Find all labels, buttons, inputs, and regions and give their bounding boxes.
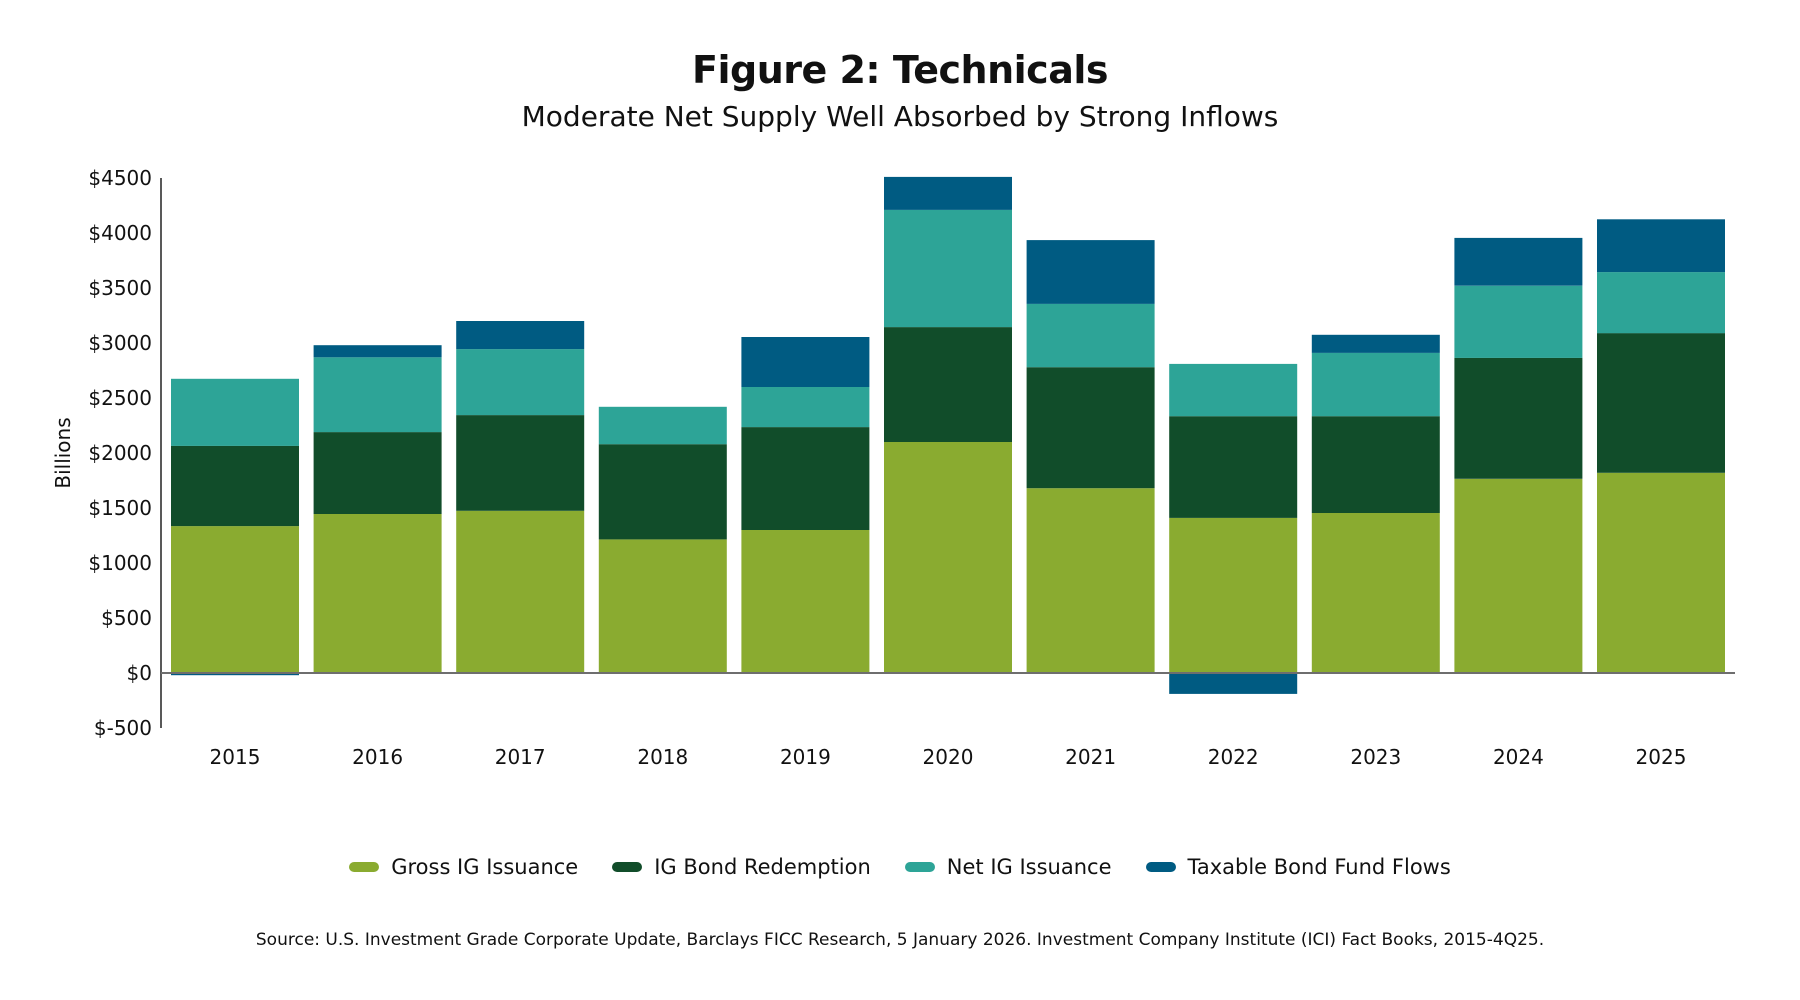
y-tick-labels: $-500 $0 $500 $1000 $1500 $2000 $2500 $3000 $350… [88,166,152,740]
bar-segment-ig-bond-redemption-2025 [1597,333,1725,473]
bar-segment-ig-bond-redemption-2017 [456,415,585,511]
bar-segment-taxable-bond-fund-flows-2016 [313,345,442,358]
legend-label: Taxable Bond Fund Flows [1187,855,1451,879]
bar-segment-taxable-bond-fund-flows-2015 [171,673,299,676]
bar-segment-gross-ig-issuance-2018 [598,539,727,673]
y-tick-label: $-500 [94,716,152,740]
bar-segment-ig-bond-redemption-2024 [1454,357,1583,479]
legend-item: Net IG Issuance [904,855,1112,879]
source-note: Source: U.S. Investment Grade Corporate … [255,930,1545,950]
legend-item: Gross IG Issuance [349,855,578,879]
y-tick-label: $500 [101,606,152,630]
y-tick-label: $3000 [88,331,152,355]
bar-segment-net-ig-issuance-2022 [1169,363,1298,417]
legend-swatch [349,862,380,872]
bar-segment-net-ig-issuance-2018 [598,406,727,445]
legend-label: IG Bond Redemption [654,855,871,879]
y-tick-label: $2000 [88,441,152,465]
bar-segment-gross-ig-issuance-2024 [1454,478,1583,673]
bar-segment-net-ig-issuance-2017 [456,349,585,416]
bar-segment-ig-bond-redemption-2021 [1026,367,1155,489]
bar-segment-net-ig-issuance-2023 [1311,352,1440,417]
legend-label: Net IG Issuance [946,855,1112,879]
legend-swatch [904,862,935,872]
y-tick-label: $0 [127,661,152,685]
bar-segment-net-ig-issuance-2025 [1597,272,1725,334]
bar-segment-gross-ig-issuance-2022 [1169,517,1298,673]
x-tick-label: 2020 [923,745,974,769]
x-tick-label: 2021 [1065,745,1116,769]
y-tick-label: $2500 [88,386,152,410]
bar-segment-gross-ig-issuance-2016 [313,514,442,673]
bar-segment-taxable-bond-fund-flows-2022 [1169,673,1298,694]
x-tick-label: 2024 [1493,745,1544,769]
x-tick-label: 2022 [1208,745,1259,769]
bar-segment-taxable-bond-fund-flows-2017 [456,321,585,350]
bar-segment-taxable-bond-fund-flows-2019 [741,337,870,387]
y-tick-label: $4000 [88,221,152,245]
x-tick-labels: 2015 2016 2017 2018 2019 2020 2021 2022 2023 2024… [210,745,1687,769]
bar-segment-taxable-bond-fund-flows-2025 [1597,219,1725,273]
bar-segment-taxable-bond-fund-flows-2021 [1026,240,1155,304]
bar-segment-gross-ig-issuance-2021 [1026,488,1155,673]
x-tick-label: 2016 [352,745,403,769]
bar-segment-ig-bond-redemption-2016 [313,432,442,514]
y-tick-label: $3500 [88,276,152,300]
bar-segment-gross-ig-issuance-2025 [1597,472,1725,673]
bar-segment-net-ig-issuance-2019 [741,387,870,428]
y-axis-label: Billions [51,417,75,488]
bar-segment-ig-bond-redemption-2018 [598,444,727,540]
legend-item: Taxable Bond Fund Flows [1145,855,1451,879]
legend-swatch [1145,862,1176,872]
legend-item: IG Bond Redemption [612,855,871,879]
bar-segment-ig-bond-redemption-2019 [741,427,870,530]
bar-segment-ig-bond-redemption-2022 [1169,416,1298,518]
bar-segment-net-ig-issuance-2021 [1026,303,1155,368]
bar-segment-ig-bond-redemption-2020 [884,327,1012,442]
bar-segment-gross-ig-issuance-2023 [1311,513,1440,673]
bars-group [171,176,1725,694]
bar-segment-taxable-bond-fund-flows-2024 [1454,237,1583,286]
y-tick-label: $1000 [88,551,152,575]
chart-subtitle: Moderate Net Supply Well Absorbed by Str… [521,100,1279,133]
x-tick-label: 2025 [1636,745,1687,769]
bar-segment-taxable-bond-fund-flows-2020 [884,176,1012,210]
y-tick-label: $4500 [88,166,152,190]
x-tick-label: 2017 [495,745,546,769]
x-tick-label: 2018 [637,745,688,769]
bar-segment-gross-ig-issuance-2017 [456,510,585,674]
y-tick-label: $1500 [88,496,152,520]
bar-segment-ig-bond-redemption-2015 [171,445,299,527]
bar-segment-gross-ig-issuance-2020 [884,442,1012,673]
bar-segment-gross-ig-issuance-2015 [171,526,299,673]
x-tick-label: 2023 [1350,745,1401,769]
bar-segment-gross-ig-issuance-2019 [741,530,870,673]
bar-segment-net-ig-issuance-2024 [1454,285,1583,358]
bar-segment-taxable-bond-fund-flows-2023 [1311,334,1440,353]
legend-swatch [612,862,643,872]
x-tick-label: 2019 [780,745,831,769]
legend: Gross IG Issuance IG Bond Redemption Net I… [0,855,1800,879]
chart-title: Figure 2: Technicals [692,48,1108,92]
x-tick-label: 2015 [210,745,261,769]
bar-segment-ig-bond-redemption-2023 [1311,416,1440,513]
bar-segment-net-ig-issuance-2020 [884,209,1012,328]
bar-segment-net-ig-issuance-2015 [171,378,299,446]
bar-segment-net-ig-issuance-2016 [313,357,442,433]
legend-label: Gross IG Issuance [391,855,579,879]
